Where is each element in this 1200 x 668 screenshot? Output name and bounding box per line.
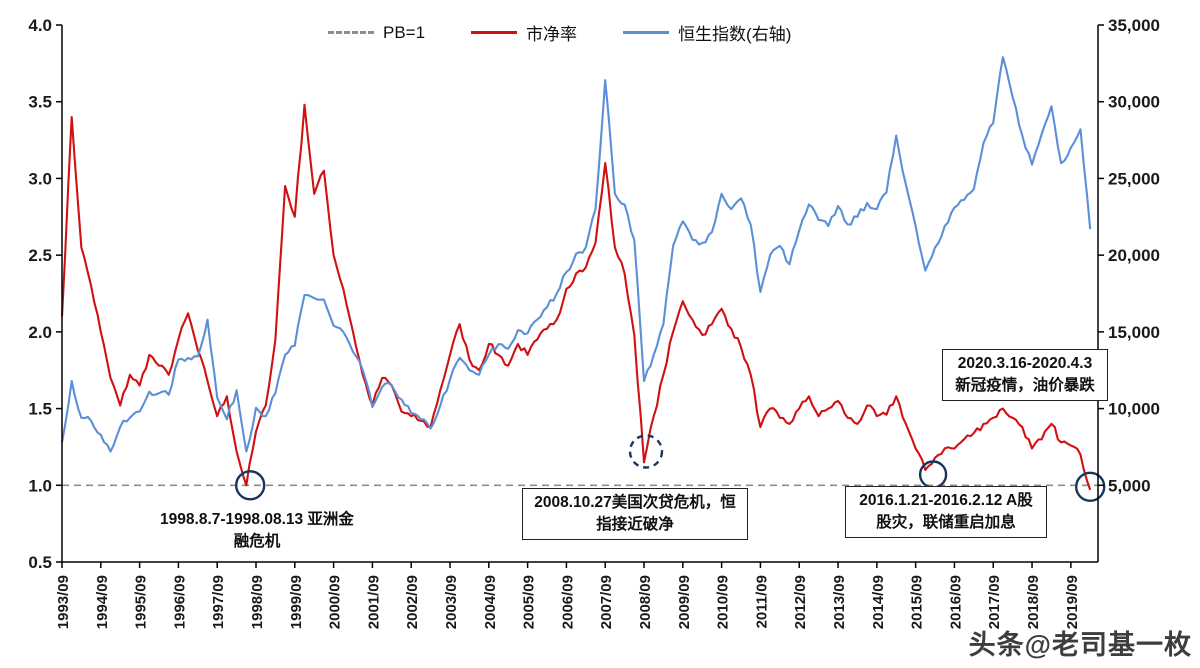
y-left-tick-label: 3.0 xyxy=(28,169,52,188)
y-right-tick-label: 15,000 xyxy=(1108,323,1160,342)
legend-item-pb1: PB=1 xyxy=(328,23,425,43)
x-tick-label: 2002/09 xyxy=(404,575,421,629)
y-right-tick-label: 30,000 xyxy=(1108,93,1160,112)
x-tick-label: 1994/09 xyxy=(94,575,111,629)
x-tick-label: 2016/09 xyxy=(947,575,964,629)
event-marker-circle-0 xyxy=(234,470,266,501)
x-tick-label: 2019/09 xyxy=(1064,575,1081,629)
y-left-tick-label: 3.5 xyxy=(28,93,52,112)
x-tick-label: 1995/09 xyxy=(133,575,150,629)
annotation-1998-asian-financial-crisis: 1998.8.7-1998.08.13 亚洲金融危机 xyxy=(160,511,354,550)
event-marker-circle-3 xyxy=(1074,471,1106,502)
legend-label-pb1: PB=1 xyxy=(383,22,426,42)
y-right-tick-label: 25,000 xyxy=(1108,169,1160,188)
legend-label-pb-ratio: 市净率 xyxy=(526,25,578,44)
y-left-tick-label: 1.5 xyxy=(28,400,52,419)
x-tick-label: 1998/09 xyxy=(249,575,266,629)
x-tick-label: 1997/09 xyxy=(210,575,227,629)
pb-ratio-series-line xyxy=(60,103,1092,491)
y-right-tick-label: 10,000 xyxy=(1108,400,1160,419)
x-tick-label: 2018/09 xyxy=(1025,575,1042,629)
x-tick-label: 2015/09 xyxy=(909,575,926,629)
x-tick-label: 1999/09 xyxy=(288,575,305,629)
y-left-tick-label: 2.5 xyxy=(28,246,52,265)
x-tick-label: 2012/09 xyxy=(792,575,809,629)
x-tick-label: 2009/09 xyxy=(676,575,693,629)
y-right-tick-label: 5,000 xyxy=(1108,476,1151,495)
chart-legend: PB=1 市净率 恒生指数(右轴) xyxy=(328,20,791,45)
pb-ratio-line-swatch xyxy=(471,31,518,34)
annotation-2008-subprime-crisis: 2008.10.27美国次贷危机，恒指接近破净 xyxy=(522,488,748,540)
legend-item-hsi: 恒生指数(右轴) xyxy=(623,20,791,45)
y-left-tick-label: 0.5 xyxy=(28,553,52,572)
event-marker-circle-2 xyxy=(918,460,948,489)
pb1-dashed-line-swatch xyxy=(328,31,374,34)
watermark: 头条@老司基一枚 xyxy=(968,630,1192,660)
y-left-tick-label: 2.0 xyxy=(28,323,52,342)
legend-item-pb-ratio: 市净率 xyxy=(471,20,577,45)
x-tick-label: 1993/09 xyxy=(55,575,72,629)
y-right-tick-label: 20,000 xyxy=(1108,246,1160,265)
legend-label-hsi: 恒生指数(右轴) xyxy=(678,25,792,44)
y-right-tick-label: 35,000 xyxy=(1108,16,1160,35)
x-tick-label: 2005/09 xyxy=(521,575,538,629)
x-tick-label: 2017/09 xyxy=(986,575,1003,629)
event-marker-circle-1 xyxy=(628,434,664,469)
annotation-2020-covid-oil-crash: 2020.3.16-2020.4.3 新冠疫情，油价暴跌 xyxy=(942,349,1108,401)
x-tick-label: 2010/09 xyxy=(715,575,732,629)
x-tick-label: 2014/09 xyxy=(870,575,887,629)
x-tick-label: 2007/09 xyxy=(598,575,615,629)
x-tick-label: 2013/09 xyxy=(831,575,848,629)
x-tick-label: 1996/09 xyxy=(171,575,188,629)
x-tick-label: 2011/09 xyxy=(753,575,770,628)
hsi-line-swatch xyxy=(623,31,670,34)
x-tick-label: 2006/09 xyxy=(559,575,576,629)
x-tick-label: 2003/09 xyxy=(443,575,460,629)
annotation-2016-a-share-crash: 2016.1.21-2016.2.12 A股股灾，联储重启加息 xyxy=(845,486,1047,538)
hsi-series-line xyxy=(60,56,1092,453)
y-left-tick-label: 1.0 xyxy=(28,476,52,495)
x-tick-label: 2001/09 xyxy=(365,575,382,629)
x-tick-label: 2000/09 xyxy=(327,575,344,629)
x-tick-label: 2008/09 xyxy=(637,575,654,629)
y-left-tick-label: 4.0 xyxy=(28,16,52,35)
x-tick-label: 2004/09 xyxy=(482,575,499,629)
